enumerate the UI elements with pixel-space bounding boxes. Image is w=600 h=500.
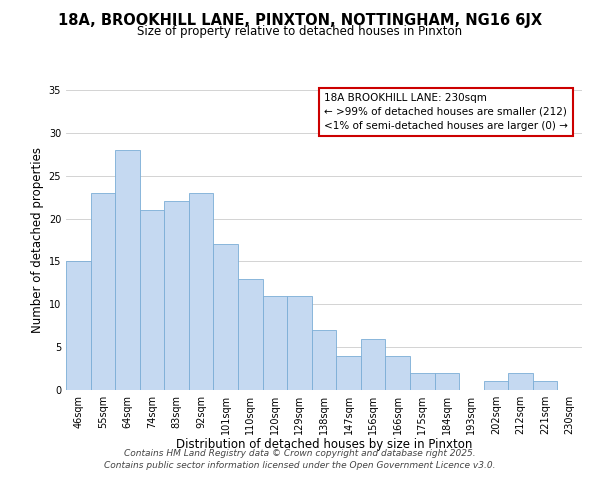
Bar: [91, 193, 115, 390]
Bar: [410, 373, 434, 390]
Text: 18A, BROOKHILL LANE, PINXTON, NOTTINGHAM, NG16 6JX: 18A, BROOKHILL LANE, PINXTON, NOTTINGHAM…: [58, 12, 542, 28]
X-axis label: Distribution of detached houses by size in Pinxton: Distribution of detached houses by size …: [176, 438, 472, 452]
Bar: [214, 244, 238, 390]
Bar: [336, 356, 361, 390]
Text: Contains public sector information licensed under the Open Government Licence v3: Contains public sector information licen…: [104, 461, 496, 470]
Bar: [434, 373, 459, 390]
Bar: [484, 382, 508, 390]
Bar: [287, 296, 312, 390]
Bar: [312, 330, 336, 390]
Bar: [263, 296, 287, 390]
Text: Contains HM Land Registry data © Crown copyright and database right 2025.: Contains HM Land Registry data © Crown c…: [124, 448, 476, 458]
Bar: [508, 373, 533, 390]
Bar: [385, 356, 410, 390]
Bar: [189, 193, 214, 390]
Bar: [115, 150, 140, 390]
Y-axis label: Number of detached properties: Number of detached properties: [31, 147, 44, 333]
Bar: [164, 202, 189, 390]
Bar: [140, 210, 164, 390]
Bar: [361, 338, 385, 390]
Text: 18A BROOKHILL LANE: 230sqm
← >99% of detached houses are smaller (212)
<1% of se: 18A BROOKHILL LANE: 230sqm ← >99% of det…: [324, 93, 568, 131]
Text: Size of property relative to detached houses in Pinxton: Size of property relative to detached ho…: [137, 25, 463, 38]
Bar: [238, 278, 263, 390]
Bar: [533, 382, 557, 390]
Bar: [66, 262, 91, 390]
